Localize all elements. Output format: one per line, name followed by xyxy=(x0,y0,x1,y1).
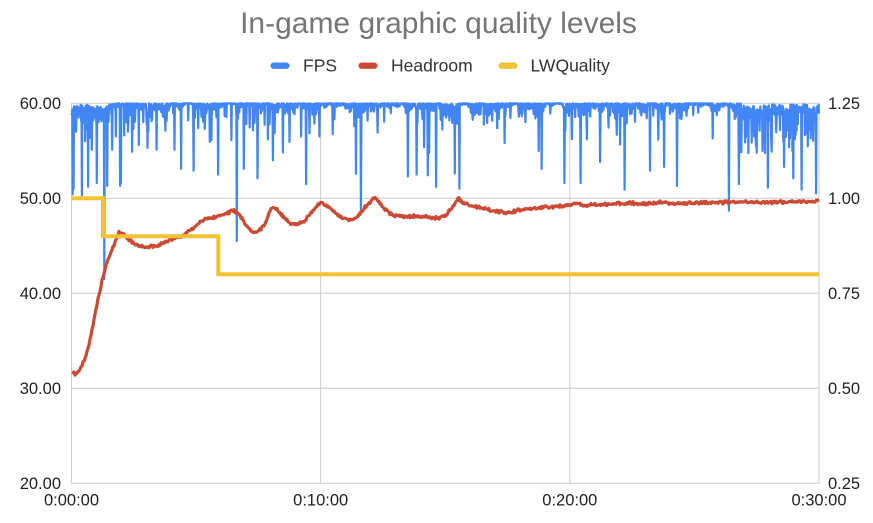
svg-text:30.00: 30.00 xyxy=(20,380,61,398)
svg-text:0:00:00: 0:00:00 xyxy=(44,492,99,510)
svg-text:LWQuality: LWQuality xyxy=(531,56,611,76)
svg-text:0:20:00: 0:20:00 xyxy=(542,492,597,510)
svg-text:0.50: 0.50 xyxy=(828,380,860,398)
svg-text:1.25: 1.25 xyxy=(828,95,860,113)
svg-text:20.00: 20.00 xyxy=(20,475,61,493)
svg-text:0:10:00: 0:10:00 xyxy=(293,492,348,510)
svg-text:0:30:00: 0:30:00 xyxy=(791,492,846,510)
svg-text:In-game graphic quality levels: In-game graphic quality levels xyxy=(240,7,637,40)
svg-text:1.00: 1.00 xyxy=(828,190,860,208)
svg-text:0.75: 0.75 xyxy=(828,285,860,303)
svg-text:FPS: FPS xyxy=(303,56,337,76)
svg-text:40.00: 40.00 xyxy=(20,285,61,303)
svg-text:50.00: 50.00 xyxy=(20,190,61,208)
svg-text:60.00: 60.00 xyxy=(20,95,61,113)
svg-text:Headroom: Headroom xyxy=(391,56,473,76)
svg-text:0.25: 0.25 xyxy=(828,475,860,493)
